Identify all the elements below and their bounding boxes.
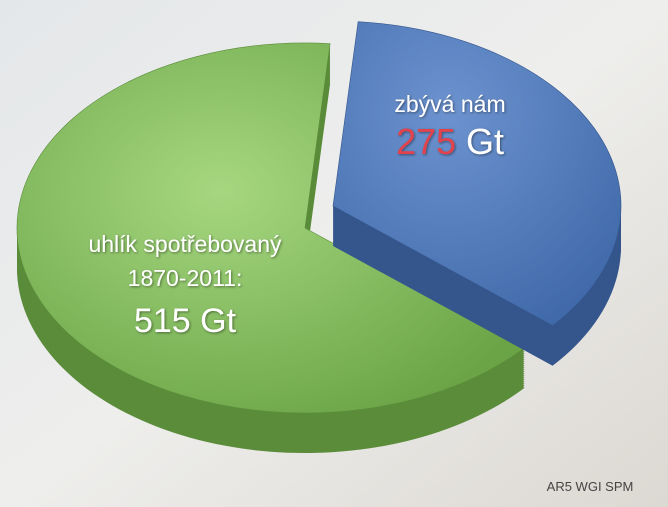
value-unit: Gt	[466, 121, 504, 162]
value-number: 275	[396, 121, 456, 162]
value-label: 515 Gt	[134, 302, 237, 340]
slice	[16, 42, 526, 414]
value-unit: Gt	[200, 302, 236, 340]
category-label: 1870-2011:	[128, 265, 243, 291]
labels: uhlík spotřebovaný 1870-2011: 515 Gt zbývá …	[88, 91, 505, 340]
category-label: zbývá nám	[394, 91, 505, 117]
pie	[16, 21, 622, 453]
source: AR5 WGI SPM	[547, 479, 634, 494]
category-label: uhlík spotřebovaný	[88, 231, 282, 257]
slice	[332, 21, 622, 327]
value-label: 275 Gt	[396, 121, 504, 162]
value-number: 515	[134, 302, 191, 340]
